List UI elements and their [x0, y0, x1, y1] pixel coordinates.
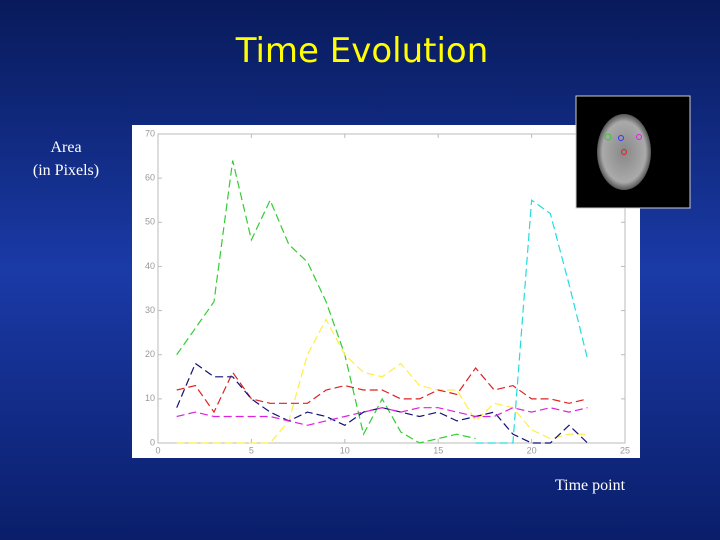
brain-image	[597, 114, 651, 190]
x-axis-label: Time point	[555, 477, 626, 494]
roi-marker	[636, 134, 642, 140]
x-tick-label: 0	[155, 445, 160, 455]
roi-marker	[618, 135, 624, 141]
chart-title: Time Evolution	[235, 31, 489, 71]
data-line	[176, 318, 588, 444]
x-tick-label: 15	[433, 445, 443, 455]
x-tick-label: 10	[340, 445, 350, 455]
y-tick-label: 30	[145, 305, 155, 315]
data-line	[176, 367, 588, 414]
roi-marker	[604, 133, 612, 141]
x-tick-label: 5	[249, 445, 254, 455]
y-tick-label: 40	[145, 261, 155, 271]
axes-box	[157, 133, 626, 444]
data-line	[176, 160, 476, 444]
y-tick-label: 60	[145, 173, 155, 183]
y-axis-label: Area	[50, 139, 81, 156]
y-tick-label: 10	[145, 393, 155, 403]
x-tick-label: 25	[620, 445, 630, 455]
inset-image	[575, 95, 691, 209]
roi-marker	[621, 149, 627, 155]
data-line	[475, 199, 589, 444]
y-axis-label: (in Pixels)	[33, 162, 99, 179]
data-line	[176, 407, 588, 426]
x-tick-label: 20	[527, 445, 537, 455]
y-tick-label: 70	[145, 128, 155, 138]
y-tick-label: 20	[145, 349, 155, 359]
plot-area	[132, 125, 640, 458]
y-tick-label: 50	[145, 217, 155, 227]
y-tick-label: 0	[150, 437, 155, 447]
